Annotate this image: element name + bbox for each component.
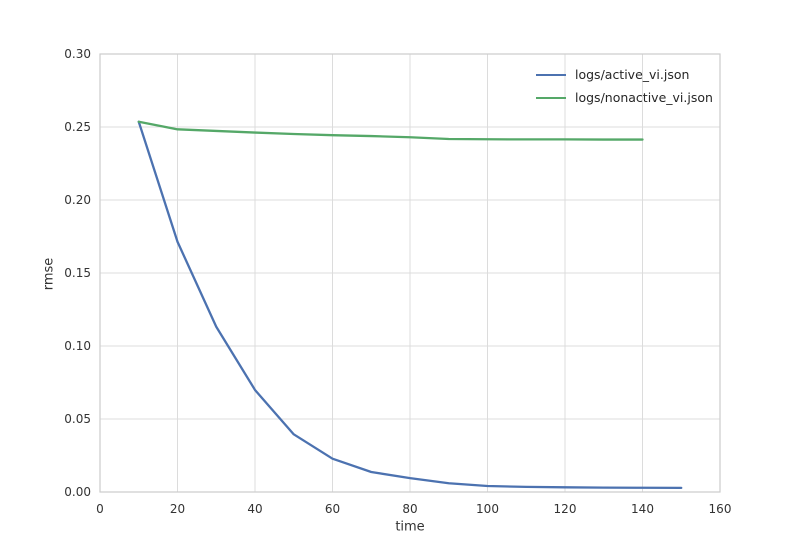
x-axis-label: time bbox=[395, 519, 425, 535]
y-tick-label: 0.05 bbox=[64, 412, 91, 426]
y-tick-label: 0.10 bbox=[64, 339, 91, 353]
x-tick-label: 20 bbox=[170, 502, 185, 516]
legend-label-nonactive: logs/nonactive_vi.json bbox=[575, 90, 713, 105]
x-tick-label: 80 bbox=[402, 502, 417, 516]
y-tick-label: 0.00 bbox=[64, 485, 91, 499]
legend-line-swatch-nonactive bbox=[536, 96, 566, 99]
x-tick-label: 140 bbox=[631, 502, 654, 516]
y-tick-label: 0.30 bbox=[64, 47, 91, 61]
x-tick-label: 100 bbox=[476, 502, 499, 516]
y-tick-label: 0.20 bbox=[64, 193, 91, 207]
series-line-1 bbox=[137, 120, 644, 141]
legend-line-swatch-active bbox=[536, 73, 566, 76]
legend-label-active: logs/active_vi.json bbox=[575, 67, 690, 82]
legend-item-nonactive: logs/nonactive_vi.json bbox=[536, 86, 713, 109]
x-tick-label: 0 bbox=[96, 502, 104, 516]
plot-spines bbox=[99, 53, 721, 493]
x-tick-label: 40 bbox=[247, 502, 262, 516]
x-tick-label: 60 bbox=[325, 502, 340, 516]
y-tick-label: 0.15 bbox=[64, 266, 91, 280]
x-tick-label: 160 bbox=[709, 502, 732, 516]
series-line-0 bbox=[137, 120, 683, 490]
y-axis-label: rmse bbox=[41, 257, 57, 291]
y-tick-label: 0.25 bbox=[64, 120, 91, 134]
legend-item-active: logs/active_vi.json bbox=[536, 63, 713, 86]
x-tick-label: 120 bbox=[554, 502, 577, 516]
legend: logs/active_vi.json logs/nonactive_vi.js… bbox=[536, 63, 713, 109]
